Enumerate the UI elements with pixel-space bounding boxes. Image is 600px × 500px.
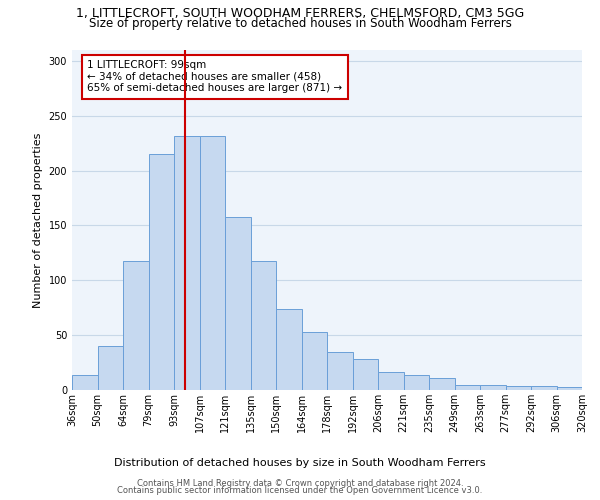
Bar	[353, 360, 378, 390]
Bar	[557, 386, 582, 390]
Text: Distribution of detached houses by size in South Woodham Ferrers: Distribution of detached houses by size …	[114, 458, 486, 468]
Text: 1 LITTLECROFT: 99sqm
← 34% of detached houses are smaller (458)
65% of semi-deta: 1 LITTLECROFT: 99sqm ← 34% of detached h…	[88, 60, 343, 94]
Bar	[199, 136, 225, 390]
Bar	[429, 378, 455, 390]
Text: Contains HM Land Registry data © Crown copyright and database right 2024.: Contains HM Land Registry data © Crown c…	[137, 478, 463, 488]
Bar	[404, 374, 429, 390]
Bar	[72, 374, 97, 390]
Text: Contains public sector information licensed under the Open Government Licence v3: Contains public sector information licen…	[118, 486, 482, 495]
Bar	[378, 372, 404, 390]
Bar	[505, 386, 531, 390]
Bar	[531, 386, 557, 390]
Bar	[225, 216, 251, 390]
Bar	[97, 346, 123, 390]
Bar	[276, 309, 302, 390]
Bar	[123, 260, 149, 390]
Text: 1, LITTLECROFT, SOUTH WOODHAM FERRERS, CHELMSFORD, CM3 5GG: 1, LITTLECROFT, SOUTH WOODHAM FERRERS, C…	[76, 8, 524, 20]
Bar	[327, 352, 353, 390]
Bar	[302, 332, 327, 390]
Text: Size of property relative to detached houses in South Woodham Ferrers: Size of property relative to detached ho…	[89, 18, 511, 30]
Bar	[174, 136, 199, 390]
Bar	[251, 260, 276, 390]
Bar	[455, 384, 480, 390]
Bar	[149, 154, 174, 390]
Bar	[480, 384, 505, 390]
Y-axis label: Number of detached properties: Number of detached properties	[33, 132, 43, 308]
